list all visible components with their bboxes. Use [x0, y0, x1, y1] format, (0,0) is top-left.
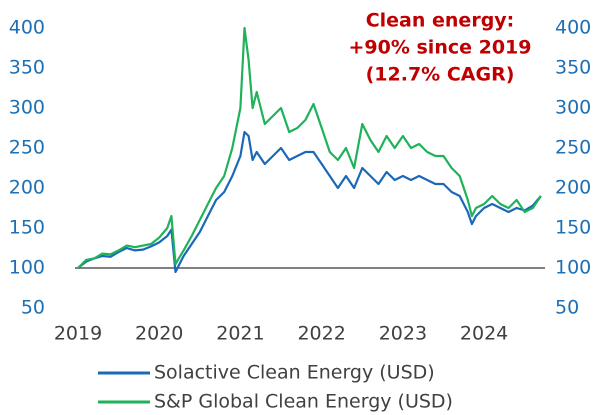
x-tick-label: 2022	[297, 323, 345, 345]
legend-label: S&P Global Clean Energy (USD)	[154, 391, 453, 413]
annotation: Clean energy:	[366, 10, 515, 32]
y-tick-label: 350	[9, 57, 45, 79]
y2-tick-label: 200	[555, 177, 591, 199]
annotation: (12.7% CAGR)	[366, 64, 515, 86]
legend-label: Solactive Clean Energy (USD)	[154, 362, 435, 384]
series-line	[77, 26, 542, 269]
series-line	[77, 130, 542, 274]
y-tick-label: 50	[21, 297, 45, 319]
x-tick-label: 2020	[135, 323, 183, 345]
y-tick-label: 200	[9, 177, 45, 199]
annotation: +90% since 2019	[348, 37, 531, 59]
y2-tick-label: 50	[555, 297, 579, 319]
y2-tick-label: 400	[555, 17, 591, 39]
x-tick-label: 2023	[379, 323, 427, 345]
y-tick-label: 250	[9, 137, 45, 159]
x-tick-label: 2021	[216, 323, 264, 345]
x-tick-label: 2019	[54, 323, 102, 345]
y-tick-label: 100	[9, 257, 45, 279]
y2-tick-label: 300	[555, 97, 591, 119]
x-tick-label: 2024	[460, 323, 508, 345]
y-tick-label: 300	[9, 97, 45, 119]
y-tick-label: 150	[9, 217, 45, 239]
y2-tick-label: 100	[555, 257, 591, 279]
y2-tick-label: 250	[555, 137, 591, 159]
y2-tick-label: 150	[555, 217, 591, 239]
y2-tick-label: 350	[555, 57, 591, 79]
y-tick-label: 400	[9, 17, 45, 39]
